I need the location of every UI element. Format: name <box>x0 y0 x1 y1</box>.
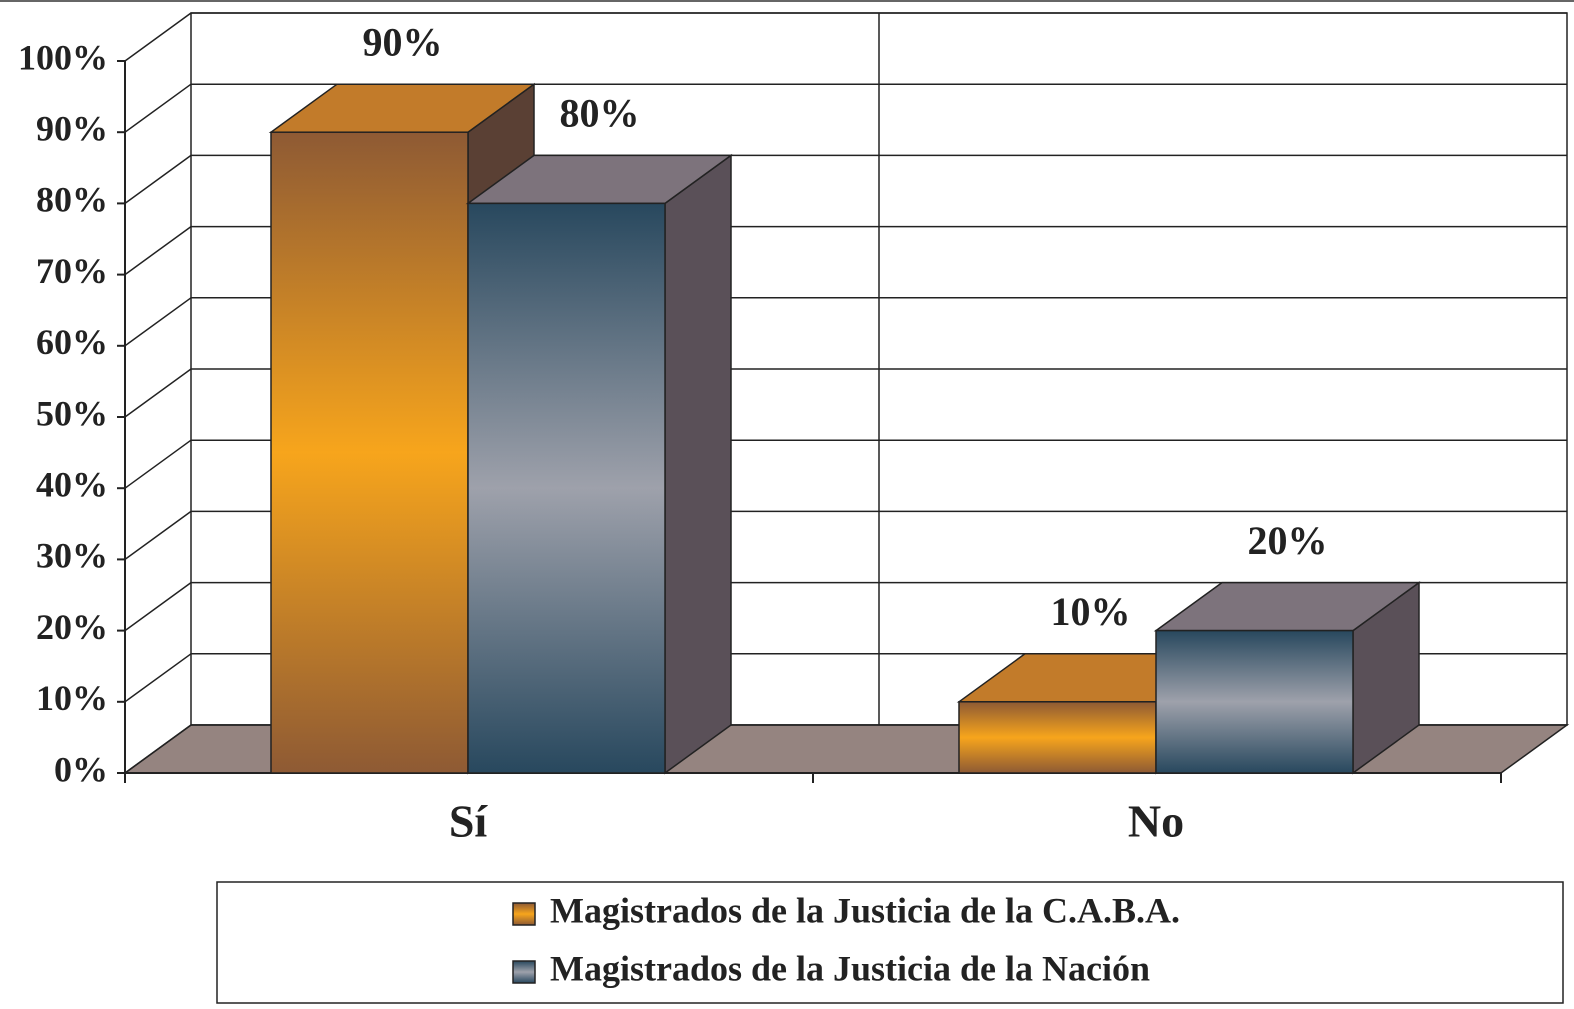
legend-box <box>216 881 1564 1004</box>
grid-line <box>124 12 192 62</box>
legend-label: Magistrados de la Justicia de la C.A.B.A… <box>550 890 1180 930</box>
legend-label: Magistrados de la Justicia de la Nación <box>550 948 1150 988</box>
grid-line <box>124 83 192 133</box>
y-tick-label: 100% <box>18 37 108 77</box>
value-label: 10% <box>1051 589 1131 634</box>
value-label: 80% <box>560 91 640 136</box>
grid-line <box>124 225 192 276</box>
y-tick-label: 80% <box>36 180 108 220</box>
legend-swatch <box>512 960 536 984</box>
bar-side <box>664 153 732 775</box>
y-tick-label: 30% <box>36 536 108 576</box>
y-tick-label: 90% <box>36 108 108 148</box>
y-tick-label: 10% <box>36 678 108 718</box>
value-label: 20% <box>1248 518 1328 563</box>
y-tick-label: 60% <box>36 322 108 362</box>
legend-swatch <box>512 902 536 926</box>
x-tick-label: No <box>1128 796 1184 847</box>
grid-line <box>124 581 192 632</box>
bar <box>270 131 469 774</box>
grid-line <box>124 297 192 347</box>
y-tick-label: 0% <box>54 749 108 789</box>
grid-line <box>124 154 192 205</box>
grid-line <box>124 724 192 774</box>
grid-line <box>124 510 192 561</box>
y-tick-label: 20% <box>36 607 108 647</box>
y-tick-label: 40% <box>36 464 108 504</box>
bar <box>958 701 1157 774</box>
bar <box>467 202 666 774</box>
bar <box>1155 629 1354 774</box>
y-tick-label: 70% <box>36 251 108 291</box>
grid-line <box>124 368 192 418</box>
grid-line <box>124 439 192 489</box>
value-label: 90% <box>363 19 443 64</box>
grid-line <box>124 653 192 703</box>
x-tick-label: Sí <box>449 796 489 847</box>
y-tick-label: 50% <box>36 393 108 433</box>
